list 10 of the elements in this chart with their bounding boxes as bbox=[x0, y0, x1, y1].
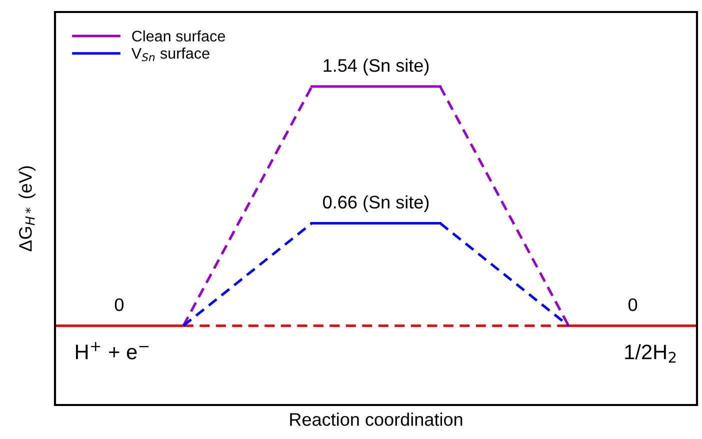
data-label: 0 bbox=[628, 298, 638, 312]
data-label: 1.54 (Sn site) bbox=[324, 58, 429, 76]
data-label: 0 bbox=[114, 298, 124, 312]
legend-label: V$_{Sn}$ surface bbox=[131, 48, 210, 62]
x-axis-title: Reaction coordination bbox=[290, 412, 462, 426]
data-label: 0.66 (Sn site) bbox=[323, 195, 429, 212]
y-axis-title: ΔG$_{H*}$ (eV) bbox=[18, 166, 36, 252]
annotation: 1/2H$_{2}$ bbox=[625, 344, 676, 363]
annotation: H$^{+}$ + e$^{−}$ bbox=[76, 342, 148, 360]
legend-label: Clean surface bbox=[132, 30, 225, 42]
